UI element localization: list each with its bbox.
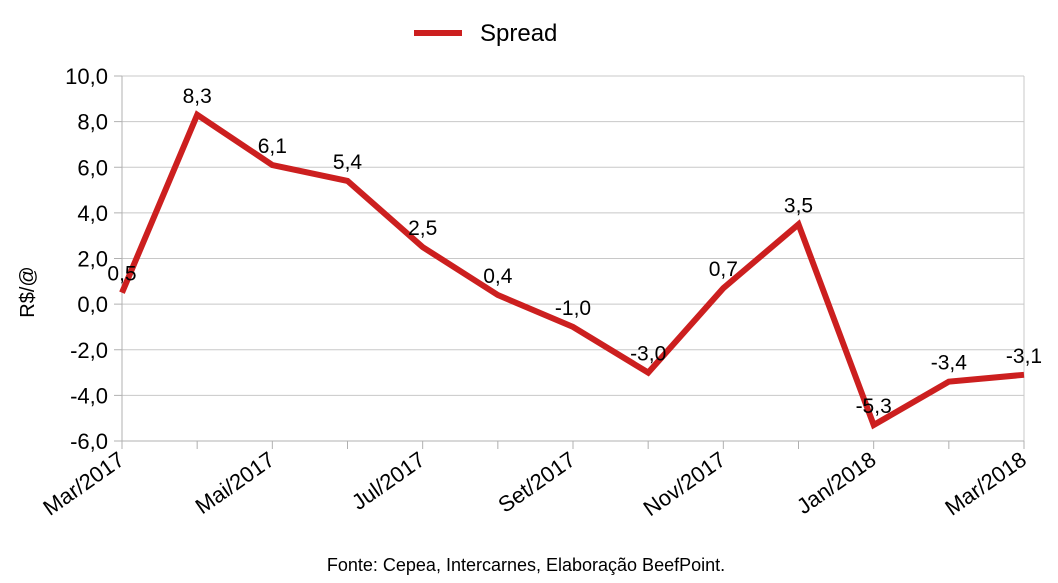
data-label: 8,3	[183, 85, 212, 108]
x-tick-label: Jul/2017	[347, 447, 429, 515]
y-axis-ticks: -6,0 -4,0 -2,0 0,0 2,0 4,0 6,0 8,0 10,0	[65, 64, 122, 454]
y-tick-label: 8,0	[77, 110, 108, 135]
data-label: 0,5	[107, 263, 136, 286]
data-label: 3,5	[784, 194, 813, 217]
y-tick-label: -4,0	[70, 383, 108, 408]
data-label: -1,0	[555, 297, 591, 320]
series-line-spread	[119, 110, 1025, 430]
data-label: -3,0	[630, 343, 666, 366]
data-label: -3,1	[1006, 345, 1042, 368]
y-tick-label: 0,0	[77, 292, 108, 317]
series-layer	[119, 110, 1025, 430]
x-tick-label: Jan/2018	[792, 447, 880, 519]
data-label: 5,4	[333, 151, 363, 174]
x-tick-label: Mar/2017	[38, 447, 128, 521]
source-note: Fonte: Cepea, Intercarnes, Elaboração Be…	[327, 555, 725, 575]
x-tick-label: Set/2017	[493, 447, 579, 518]
data-label: 0,4	[483, 265, 513, 288]
data-label: -3,4	[931, 352, 968, 375]
legend: Spread	[414, 20, 557, 47]
y-axis-title: R$/@	[17, 266, 39, 317]
y-tick-label: 10,0	[65, 64, 108, 89]
grid-lines	[122, 75, 1024, 442]
y-tick-label: 4,0	[77, 201, 108, 226]
x-axis-ticks: Mar/2017 Mai/2017 Jul/2017 Set/2017 Nov/2017…	[38, 441, 1031, 522]
x-tick-label: Mar/2018	[940, 447, 1030, 521]
y-tick-label: -6,0	[70, 429, 108, 454]
legend-label: Spread	[480, 20, 557, 47]
y-tick-label: -2,0	[70, 338, 108, 363]
data-label: -5,3	[856, 395, 892, 418]
y-tick-label: 2,0	[77, 247, 108, 272]
x-tick-label: Nov/2017	[639, 447, 730, 522]
y-tick-label: 6,0	[77, 155, 108, 180]
data-labels: 0,5 8,3 6,1 5,4 2,5 0,4 -1,0 -3,0 0,7 3,5 -5,3 -3,4…	[107, 85, 1042, 418]
data-label: 6,1	[258, 135, 287, 158]
data-label: 0,7	[709, 258, 738, 281]
x-tick-label: Mai/2017	[191, 447, 279, 519]
data-label: 2,5	[408, 217, 437, 240]
